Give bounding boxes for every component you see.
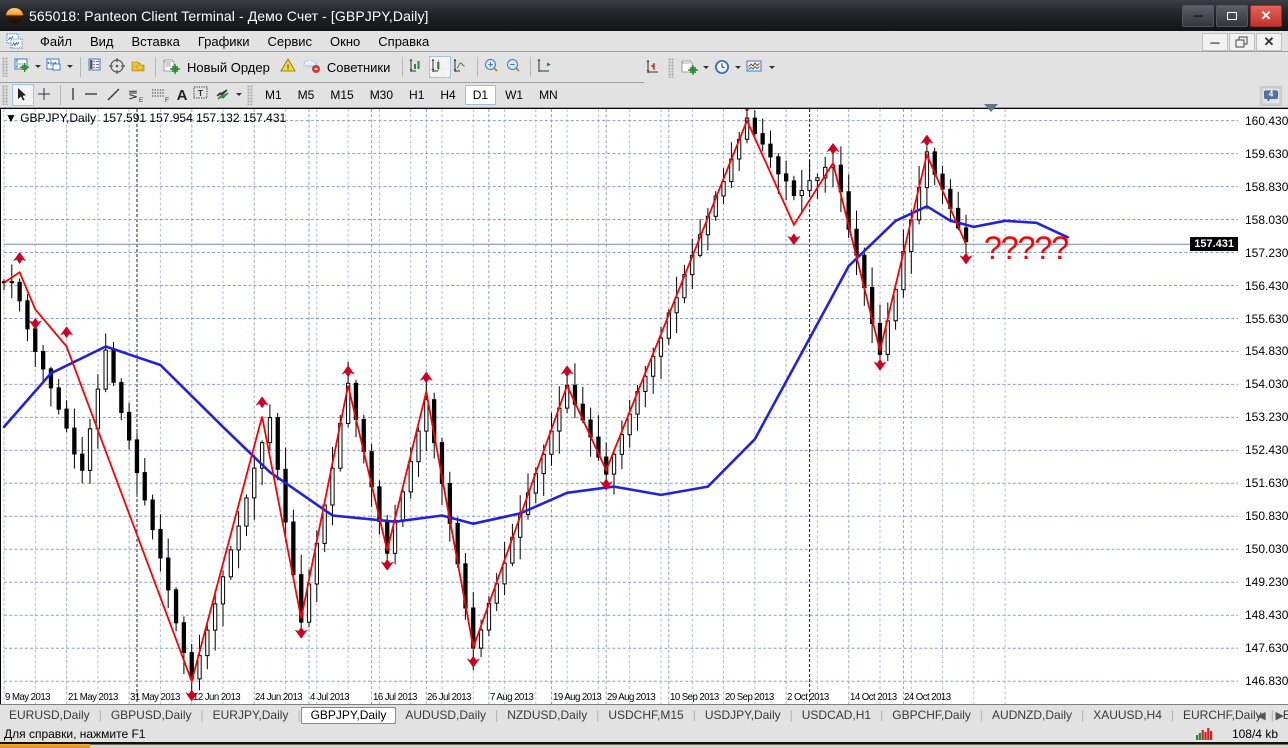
svg-text:E: E: [139, 97, 144, 104]
svg-text:T: T: [198, 88, 204, 98]
svg-text:F: F: [165, 97, 169, 104]
svg-text:!: !: [287, 65, 289, 72]
svg-text:⪚: ⪚: [128, 88, 138, 102]
svg-text:4: 4: [1269, 89, 1274, 98]
